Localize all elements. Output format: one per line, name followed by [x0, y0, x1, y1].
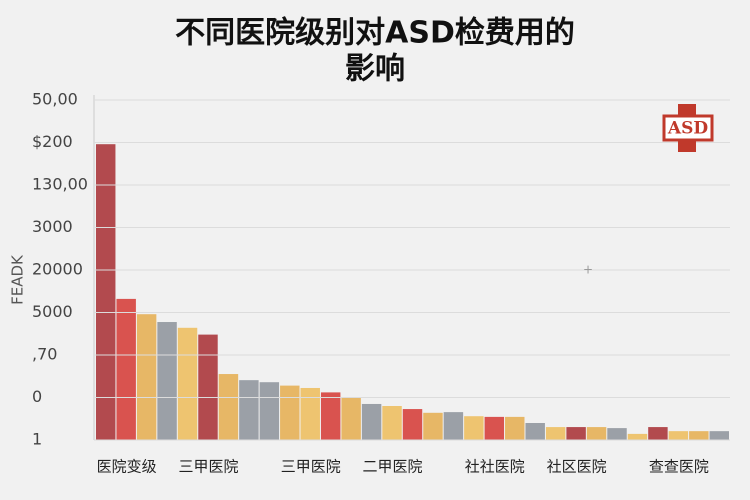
y-tick-label: 3000 — [32, 217, 73, 236]
x-tick-label: 社社医院 — [465, 458, 525, 476]
x-tick-label: 社区医院 — [547, 458, 607, 476]
bar — [259, 382, 280, 440]
bar — [627, 433, 648, 440]
y-tick-label: 20000 — [32, 260, 83, 279]
y-tick-label: 50,00 — [32, 90, 78, 109]
bar — [198, 334, 218, 440]
bar — [341, 397, 361, 440]
bar — [361, 403, 382, 440]
bar — [136, 314, 157, 440]
x-tick-label: 二甲医院 — [363, 458, 423, 476]
bar — [525, 423, 545, 440]
logo-box — [662, 114, 714, 142]
bar — [607, 428, 627, 440]
bar — [484, 416, 505, 440]
bar — [443, 412, 464, 440]
bar — [320, 392, 341, 440]
bar — [689, 431, 709, 440]
bar — [157, 322, 177, 440]
y-axis-label: FEADK — [9, 254, 27, 305]
bar — [239, 380, 259, 440]
bar — [382, 406, 402, 440]
y-tick-label: ,70 — [32, 345, 57, 364]
y-tick-label: 0 — [32, 387, 42, 406]
bar — [566, 427, 586, 440]
bar — [423, 412, 443, 440]
bar — [545, 427, 566, 440]
bar — [116, 298, 136, 440]
x-tick-label: 三甲医院 — [281, 458, 341, 476]
chart-title: 影响 — [345, 52, 405, 87]
bar — [709, 431, 729, 440]
bar — [96, 144, 116, 440]
bar — [218, 374, 239, 440]
x-tick-label: 医院变级 — [97, 458, 157, 476]
bar — [668, 431, 689, 440]
bar — [505, 416, 525, 440]
y-tick-label: 5000 — [32, 302, 73, 321]
chart-title: 不同医院级别对ASD检费用的 — [175, 16, 575, 51]
logo-text: ASD — [667, 119, 708, 139]
x-tick-label: 三甲医院 — [178, 458, 238, 476]
logo: ASD — [662, 104, 714, 152]
y-tick-label: $200 — [32, 132, 73, 151]
bar — [648, 427, 668, 440]
y-tick-label: 1 — [32, 430, 42, 449]
bar — [177, 327, 198, 440]
bar — [464, 416, 484, 440]
bar — [586, 427, 607, 440]
y-tick-label: 130,00 — [32, 175, 88, 194]
mark: + — [583, 263, 593, 277]
x-tick-label: 查查医院 — [649, 458, 709, 476]
bar — [300, 387, 320, 440]
bar — [402, 409, 423, 440]
bar — [280, 385, 300, 440]
